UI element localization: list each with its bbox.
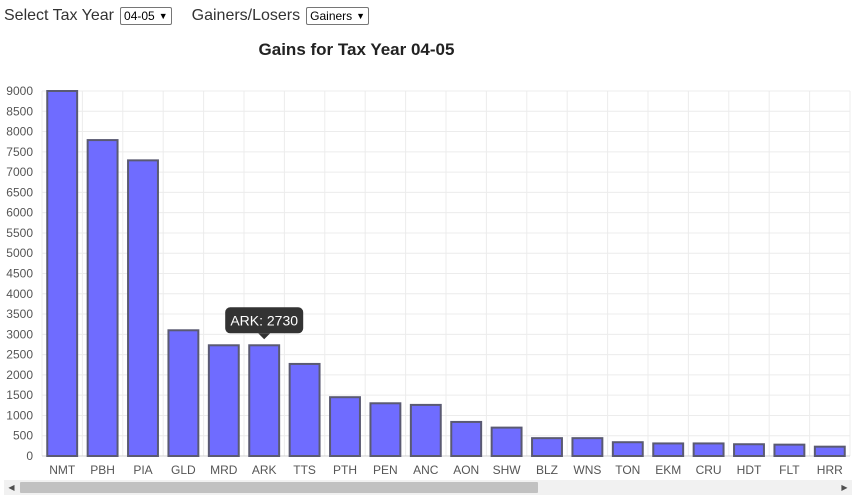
y-tick-label: 2000 <box>6 368 33 382</box>
bar-ton[interactable] <box>611 441 644 458</box>
y-tick-label: 500 <box>13 429 33 443</box>
horizontal-scrollbar[interactable]: ◀ ▶ <box>4 480 852 495</box>
y-tick-label: 2500 <box>6 348 33 362</box>
x-tick-label: PTH <box>333 463 357 477</box>
chevron-down-icon: ▼ <box>158 11 168 21</box>
y-tick-label: 9000 <box>6 84 33 98</box>
x-tick-label: SHW <box>493 463 522 477</box>
x-tick-label: TTS <box>293 463 316 477</box>
tooltip-box: ARK: 2730 <box>225 307 304 340</box>
bar-blz[interactable] <box>531 437 563 457</box>
y-tick-label: 5500 <box>6 226 33 240</box>
x-tick-label: EKM <box>655 463 681 477</box>
bar-wns[interactable] <box>571 437 604 457</box>
x-tick-label: PIA <box>133 463 152 477</box>
y-tick-label: 6000 <box>6 206 33 220</box>
bar-anc[interactable] <box>409 403 442 457</box>
x-tick-label: BLZ <box>536 463 558 477</box>
scroll-left-icon[interactable]: ◀ <box>8 483 15 492</box>
y-tick-label: 7500 <box>6 145 33 159</box>
x-tick-label: ARK <box>252 463 277 477</box>
gainers-losers-select[interactable]: Gainers ▼ <box>306 7 370 25</box>
x-tick-label: GLD <box>171 463 196 477</box>
bar-pbh[interactable] <box>86 139 119 457</box>
y-tick-label: 5000 <box>6 246 33 260</box>
x-axis-ticks: NMT PBH PIA GLD MRD ARK TTS PTH PEN ANC AON SHW BLZ W… <box>49 463 843 477</box>
x-tick-label: HRR <box>817 463 843 477</box>
x-tick-label: FLT <box>779 463 800 477</box>
x-tick-label: PBH <box>90 463 115 477</box>
grid <box>41 90 851 457</box>
bar-pen[interactable] <box>369 402 402 457</box>
tooltip-bg <box>225 307 304 334</box>
y-tick-label: 4000 <box>6 287 33 301</box>
x-tick-label: TON <box>615 463 640 477</box>
gainers-losers-value: Gainers <box>310 9 353 23</box>
x-tick-label: AON <box>453 463 479 477</box>
bar-pth[interactable] <box>329 396 361 458</box>
controls-bar: Select Tax Year 04-05 ▼ Gainers/Losers G… <box>4 6 370 26</box>
bar-nmt[interactable] <box>46 90 79 457</box>
bar-chart: 0 500 1000 1500 2000 2500 3000 3500 4000 4500 5000… <box>6 84 851 477</box>
y-tick-label: 0 <box>26 449 33 463</box>
y-tick-label: 8000 <box>6 125 33 139</box>
bar-shw[interactable] <box>490 426 523 458</box>
chart-title: Gains for Tax Year 04-05 <box>258 40 455 59</box>
bar-hrr[interactable] <box>813 445 846 457</box>
bar-ark[interactable] <box>248 344 281 457</box>
bar-mrd[interactable] <box>207 344 240 457</box>
y-tick-label: 1500 <box>6 388 33 402</box>
x-tick-label: NMT <box>49 463 76 477</box>
tax-year-label: Select Tax Year <box>4 7 115 24</box>
bar-flt[interactable] <box>773 443 806 457</box>
gainers-losers-label: Gainers/Losers <box>191 7 301 24</box>
bar-aon[interactable] <box>450 420 483 457</box>
tax-year-select[interactable]: 04-05 ▼ <box>120 7 172 25</box>
bars <box>46 90 846 458</box>
bar-pia[interactable] <box>127 159 159 457</box>
y-tick-label: 4500 <box>6 267 33 281</box>
x-tick-label: MRD <box>210 463 238 477</box>
bar-cru[interactable] <box>692 442 725 457</box>
y-axis-ticks: 0 500 1000 1500 2000 2500 3000 3500 4000 4500 5000… <box>6 84 33 463</box>
bar-ekm[interactable] <box>652 442 685 457</box>
x-tick-label: CRU <box>696 463 722 477</box>
bar-gld[interactable] <box>167 329 200 457</box>
tax-year-value: 04-05 <box>124 9 155 23</box>
x-tick-label: HDT <box>737 463 762 477</box>
scroll-right-icon[interactable]: ▶ <box>841 483 848 492</box>
tooltip-text: ARK: 2730 <box>230 312 298 328</box>
tooltip: ARK: 2730 <box>225 307 304 340</box>
bar-tts[interactable] <box>288 362 321 458</box>
bar-hdt[interactable] <box>733 443 765 458</box>
scroll-thumb[interactable] <box>20 482 538 493</box>
chevron-down-icon: ▼ <box>356 11 366 21</box>
x-tick-label: WNS <box>573 463 601 477</box>
y-tick-label: 8500 <box>6 104 33 118</box>
y-tick-label: 1000 <box>6 408 33 422</box>
y-tick-label: 3000 <box>6 327 33 341</box>
tooltip-caret <box>258 333 271 340</box>
y-tick-label: 3500 <box>6 307 33 321</box>
y-tick-label: 6500 <box>6 185 33 199</box>
y-tick-label: 7000 <box>6 165 33 179</box>
x-tick-label: ANC <box>413 463 439 477</box>
x-tick-label: PEN <box>373 463 398 477</box>
